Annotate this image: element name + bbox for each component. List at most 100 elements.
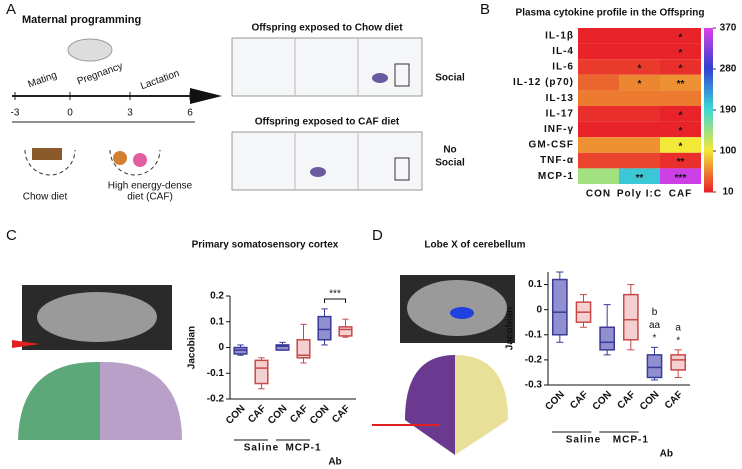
- significance-label: *: [676, 335, 680, 346]
- heat-cell: [578, 59, 619, 75]
- heat-cell: [660, 121, 701, 138]
- group-label: MCP-1: [285, 443, 321, 454]
- x-tick-label: CAF: [246, 403, 268, 425]
- row-label: IL-13: [546, 93, 574, 104]
- colorbar-segment: [704, 175, 713, 179]
- colorbar-segment: [704, 170, 713, 174]
- row-label: GM-CSF: [529, 140, 574, 151]
- colorbar-segment: [704, 93, 713, 97]
- x-tick-label: CON: [638, 389, 662, 413]
- x-tick-label: CON: [266, 403, 290, 427]
- colorbar-segment: [704, 99, 713, 103]
- y-tick-label: -0.1: [525, 329, 543, 340]
- heat-cell: [619, 90, 660, 106]
- mri-highlight: [450, 307, 474, 319]
- mri-image: [37, 292, 157, 342]
- x-tick-label: CON: [591, 389, 615, 413]
- row-label: IL-4: [552, 46, 574, 57]
- colorbar-segment: [704, 110, 713, 114]
- group-label: Saline: [566, 435, 601, 446]
- colorbar-segment: [704, 101, 713, 106]
- heat-cell: [660, 152, 701, 169]
- heat-cell: [619, 168, 660, 184]
- colorbar-segment: [704, 137, 713, 141]
- y-tick-label: 0: [218, 342, 224, 353]
- colorbar-segment: [704, 77, 713, 81]
- colorbar-segment: [704, 66, 713, 70]
- heat-cell: [660, 168, 701, 184]
- chart-title: Primary somatosensory cortex: [192, 240, 339, 251]
- y-axis-label: Jacobian: [505, 307, 516, 350]
- arrow: [12, 340, 40, 348]
- diet-circle: [109, 149, 161, 176]
- colorbar-segment: [704, 107, 713, 111]
- y-tick-label: 0: [536, 304, 542, 315]
- colorbar-segment: [704, 41, 713, 45]
- box: [296, 339, 311, 359]
- y-tick-label: -0.2: [525, 355, 543, 366]
- x-tick-label: CAF: [330, 403, 352, 425]
- group-note: Ab: [328, 457, 341, 468]
- row-label: IL-1β: [545, 30, 574, 41]
- colorbar-segment: [704, 142, 713, 147]
- column-label: CAF: [669, 189, 693, 200]
- star-label: **: [636, 173, 644, 184]
- text-line: Chow diet: [23, 192, 68, 203]
- colorbar-segment: [704, 118, 713, 122]
- colorbar-segment: [704, 38, 713, 43]
- x-tick-label: CON: [543, 389, 567, 413]
- heat-cell: [578, 106, 619, 122]
- chart-title: Lobe X of cerebellum: [424, 240, 525, 251]
- text-line: Social: [435, 158, 465, 169]
- heat-cell: [619, 137, 660, 153]
- group-label: MCP-1: [613, 435, 649, 446]
- star-label: **: [677, 157, 685, 168]
- colorbar-segment: [704, 129, 713, 133]
- significance-label: ***: [329, 289, 341, 300]
- colorbar-segment: [704, 123, 713, 127]
- box: [670, 354, 687, 371]
- text-line: Social: [435, 73, 465, 84]
- row-label: IL-6: [552, 62, 574, 73]
- atlas-image: [455, 355, 508, 455]
- star-label: *: [679, 142, 683, 153]
- heat-cell: [578, 152, 619, 169]
- star-label: *: [679, 110, 683, 121]
- colorbar-segment: [704, 145, 713, 149]
- panel-label: B: [480, 1, 490, 18]
- mouse-icon: [372, 73, 388, 83]
- colorbar-segment: [704, 178, 713, 182]
- x-tick-label: CAF: [616, 389, 638, 411]
- colorbar-segment: [704, 104, 713, 108]
- heat-cell: [660, 59, 701, 75]
- heat-cell: [660, 137, 701, 153]
- heat-cell: [660, 106, 701, 122]
- timeline-label: 0: [67, 108, 73, 119]
- colorbar-segment: [704, 96, 713, 100]
- heat-cell: [619, 106, 660, 122]
- colorbar-segment: [704, 52, 713, 56]
- y-tick-label: 0.1: [210, 316, 224, 327]
- row-label: MCP-1: [538, 171, 574, 182]
- x-tick-label: CAF: [568, 389, 590, 411]
- y-tick-label: -0.1: [207, 368, 225, 379]
- y-tick-label: 0.1: [528, 279, 542, 290]
- star-label: *: [679, 32, 683, 43]
- cage-title: Offspring exposed to Chow diet: [251, 23, 403, 34]
- colorbar-segment: [704, 69, 713, 73]
- colorbar-segment: [704, 131, 713, 136]
- diet-circle: [24, 149, 76, 176]
- x-tick-label: CON: [224, 403, 248, 427]
- text-line: High energy-dense: [108, 181, 193, 192]
- panel-label: C: [6, 227, 17, 244]
- cage-icon: [394, 157, 410, 181]
- colorbar-segment: [704, 140, 713, 144]
- colorbar-segment: [704, 120, 713, 125]
- significance-label: a: [675, 322, 681, 333]
- heat-cell: [578, 168, 619, 184]
- colorbar-segment: [704, 36, 713, 40]
- text-line: diet (CAF): [127, 192, 173, 203]
- panel-title: Maternal programming: [22, 14, 141, 26]
- colorbar-segment: [704, 82, 713, 86]
